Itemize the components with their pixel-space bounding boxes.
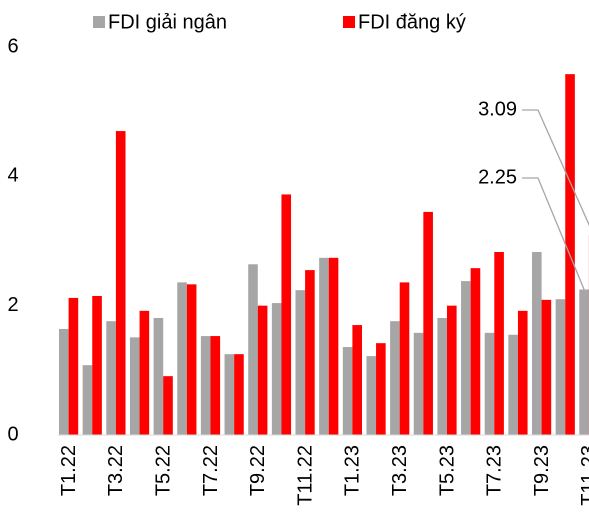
bar [494,251,504,435]
bar [271,303,282,435]
bar [484,332,495,435]
bar [92,295,102,435]
x-tick-label: T7.23 [484,445,506,496]
bar [305,270,315,435]
y-tick-label: 4 [7,165,18,187]
bar [541,299,552,435]
bar [59,328,69,435]
leader-line [522,177,585,290]
x-tick-label: T9.22 [247,445,269,496]
bar [447,305,457,435]
bar [129,337,140,435]
bar [295,290,306,435]
bar [555,299,566,435]
bar [234,354,244,435]
bar [461,281,471,435]
bar [399,282,410,435]
bar [352,325,362,435]
bar [376,343,386,435]
y-tick-label: 0 [7,423,18,445]
bar [532,251,542,435]
bar [115,131,126,436]
legend-swatch [343,16,355,28]
bar [390,321,400,435]
bar [210,336,221,435]
y-tick-label: 6 [7,35,18,57]
data-label: 3.09 [478,98,517,120]
x-tick-label: T11.23 [578,445,589,506]
bar [200,336,211,435]
bar [257,305,268,435]
bar [342,347,353,435]
x-tick-label: T5.22 [152,445,174,496]
x-tick-label: T1.23 [342,445,364,496]
bar [163,376,173,435]
x-tick-label: T11.22 [294,445,316,506]
leader-line [522,109,589,227]
bar [177,282,187,435]
data-label: 2.25 [478,166,517,188]
bar [106,321,116,435]
bar [328,257,339,435]
x-tick-label: T5.23 [436,445,458,496]
bar [470,268,481,435]
bar [437,317,447,435]
bar [82,365,93,435]
x-tick-label: T7.22 [200,445,222,496]
bar [508,334,518,435]
x-tick-label: T1.22 [58,445,80,496]
x-tick-label: T3.22 [105,445,127,496]
bar [413,332,424,435]
bar [68,297,79,435]
bar [248,264,258,435]
bar [224,354,235,435]
bar [153,317,164,435]
bar [281,194,292,435]
x-tick-label: T3.23 [389,445,411,496]
bar [139,310,150,435]
legend-label: FDI đăng ký [358,11,466,33]
legend-swatch [93,16,105,28]
bar [366,356,377,435]
bar [579,289,589,435]
bar [186,284,197,435]
bar [319,257,329,435]
y-tick-label: 2 [7,294,18,316]
legend-label: FDI giải ngân [108,11,227,33]
bar [517,310,528,435]
bar [423,211,433,435]
x-tick-label: T9.23 [531,445,553,496]
